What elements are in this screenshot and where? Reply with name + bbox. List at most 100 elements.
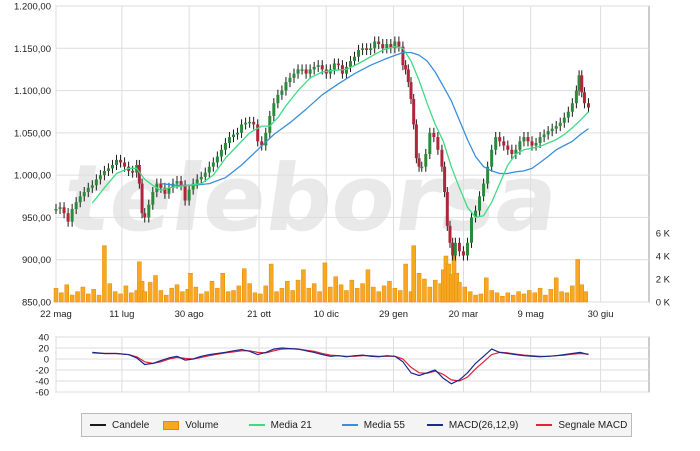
candle-body: [280, 90, 284, 95]
volume-bar: [579, 284, 585, 303]
candle-body: [465, 242, 469, 256]
legend-item-volume[interactable]: Volume: [163, 420, 219, 431]
volume-bar: [164, 294, 169, 303]
volume-bar: [516, 291, 521, 303]
macd-tick-label: 40: [38, 333, 49, 344]
candle-body: [187, 189, 191, 201]
candle-body: [123, 162, 127, 167]
volume-bar: [543, 294, 548, 303]
price-tick-label: 1.200,00: [14, 2, 51, 13]
volume-bar: [301, 269, 306, 303]
price-tick-label: 900,00: [22, 255, 51, 266]
volume-bar: [123, 285, 129, 303]
candle-body: [577, 75, 581, 91]
candle-body: [82, 192, 86, 197]
volume-bar: [198, 293, 204, 303]
volume-bar: [322, 262, 328, 303]
candle-body: [244, 122, 248, 125]
line-layer: [54, 36, 590, 385]
candle-body: [159, 183, 163, 188]
candle-body: [183, 185, 187, 201]
candle-body: [482, 183, 486, 197]
volume-bar: [489, 290, 494, 303]
candle-body: [381, 44, 385, 49]
volume-bar: [349, 279, 355, 303]
volume-bar: [354, 287, 360, 303]
legend-item-sma55[interactable]: Media 55: [341, 420, 405, 431]
candle-body: [373, 41, 377, 49]
signal-series-line: [92, 348, 589, 382]
volume-bar: [285, 281, 290, 303]
volume-layer: [53, 245, 589, 303]
candle-body: [474, 210, 478, 218]
volume-bar: [153, 275, 158, 303]
volume-bar: [548, 289, 554, 303]
candle-body: [199, 176, 203, 180]
candle-body: [115, 159, 119, 165]
candle-body: [223, 143, 227, 150]
volume-bar: [376, 291, 381, 303]
sma21-swatch-icon: [248, 424, 265, 426]
volume-bar: [59, 292, 64, 303]
candle-body: [562, 117, 566, 123]
candle-body: [490, 149, 494, 167]
candle-body: [256, 124, 260, 142]
volume-tick-label: 2 K: [656, 275, 671, 286]
legend-item-sma21[interactable]: Media 21: [248, 420, 312, 431]
volume-bar: [204, 291, 209, 303]
candle-body: [296, 69, 300, 74]
candle-body: [86, 187, 90, 193]
candle-body: [102, 170, 106, 176]
candle-body: [445, 192, 449, 226]
candle-body: [538, 137, 542, 144]
macd-tick-label: 20: [38, 344, 49, 355]
candle-body: [393, 41, 397, 49]
volume-bar: [532, 292, 537, 303]
candle-body: [203, 172, 207, 177]
x-tick-label: 11 lug: [109, 309, 134, 320]
volume-bar: [91, 289, 96, 303]
candle-body: [110, 164, 114, 169]
candle-body: [248, 121, 252, 124]
candle-body: [412, 99, 416, 125]
volume-bar: [209, 281, 215, 303]
volume-bar: [242, 268, 247, 303]
price-tick-label: 1.050,00: [14, 128, 51, 139]
volume-bar: [306, 287, 312, 303]
legend-label-signal: Segnale MACD: [558, 419, 628, 431]
candle-body: [451, 242, 455, 256]
candle-body: [440, 149, 444, 167]
candle-body: [486, 166, 490, 184]
candle-body: [119, 159, 123, 163]
sma21-series-line: [91, 45, 589, 219]
volume-bar: [158, 290, 164, 303]
candle-body: [215, 156, 219, 163]
volume-bar: [311, 283, 317, 303]
candle-body: [420, 166, 424, 169]
volume-bar: [392, 287, 398, 303]
volume-bar: [64, 284, 70, 303]
volume-bar: [86, 293, 91, 303]
volume-tick-label: 6 K: [656, 229, 671, 240]
legend-item-signal[interactable]: Segnale MACD: [536, 420, 627, 431]
candle-body: [272, 103, 276, 116]
candle-body: [219, 149, 223, 157]
volume-bar: [129, 292, 134, 303]
volume-bar: [328, 286, 333, 303]
sma55-swatch-icon: [341, 424, 358, 426]
candle-body: [143, 213, 147, 218]
volume-bar: [231, 290, 236, 303]
legend-item-candles[interactable]: Candele: [90, 420, 149, 431]
legend-label-macd: MACD(26,12,9): [448, 419, 519, 431]
candle-body: [171, 183, 175, 188]
candle-body: [94, 179, 98, 186]
candle-body: [240, 124, 244, 133]
legend-item-macd[interactable]: MACD(26,12,9): [426, 419, 519, 431]
candle-body: [404, 65, 408, 70]
volume-bar: [467, 291, 473, 303]
volume-bar: [537, 287, 543, 303]
candle-body: [461, 251, 465, 256]
volume-bar: [107, 283, 113, 303]
volume-bar: [559, 291, 564, 303]
